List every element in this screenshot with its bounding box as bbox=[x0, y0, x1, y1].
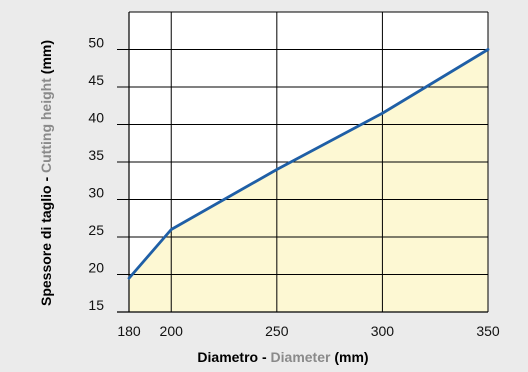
y-axis-title-main: Spessore di taglio - bbox=[38, 173, 54, 306]
plot-area bbox=[117, 11, 489, 313]
y-tick-label-20: 20 bbox=[88, 260, 104, 276]
x-axis-title-main: Diametro - bbox=[197, 349, 270, 365]
x-axis-title-alt: Diameter bbox=[271, 349, 331, 365]
x-tick-label-200: 200 bbox=[160, 323, 184, 339]
y-tick-label-15: 15 bbox=[88, 297, 104, 313]
x-axis-title-unit: (mm) bbox=[330, 349, 368, 365]
x-tick-label-300: 300 bbox=[371, 323, 395, 339]
y-axis-title: Spessore di taglio - Cutting height (mm) bbox=[38, 40, 54, 306]
x-tick-label-250: 250 bbox=[265, 323, 289, 339]
x-axis-title: Diametro - Diameter (mm) bbox=[197, 349, 368, 365]
y-tick-label-40: 40 bbox=[88, 110, 104, 126]
y-tick-label-30: 30 bbox=[88, 185, 104, 201]
y-axis-title-alt: Cutting height bbox=[38, 78, 54, 173]
y-axis-title-unit: (mm) bbox=[38, 40, 54, 78]
y-tick-label-45: 45 bbox=[88, 72, 104, 88]
area-fill bbox=[129, 49, 488, 312]
y-tick-label-25: 25 bbox=[88, 222, 104, 238]
y-axis-ticks: 15 20 25 30 35 40 45 50 bbox=[88, 35, 129, 313]
y-tick-label-50: 50 bbox=[88, 35, 104, 51]
x-tick-label-350: 350 bbox=[476, 323, 500, 339]
x-axis-ticks: 180 200 250 300 350 bbox=[117, 323, 500, 339]
y-tick-label-35: 35 bbox=[88, 147, 104, 163]
x-tick-label-180: 180 bbox=[117, 323, 141, 339]
series-layer bbox=[127, 48, 490, 280]
